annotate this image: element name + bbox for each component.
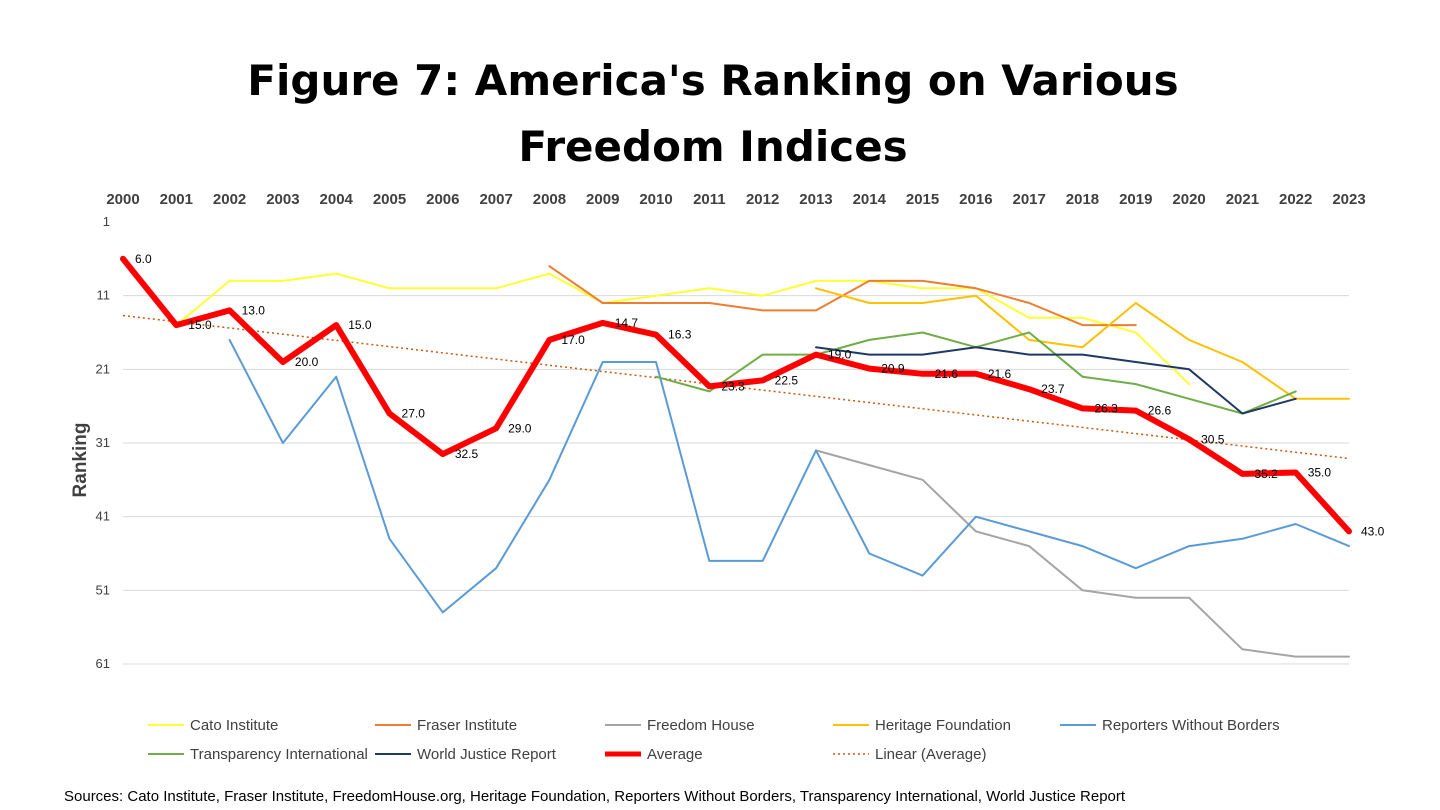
data-label-average: 26.3 [1094, 401, 1118, 415]
data-labels: 6.0 15.0 13.0 20.0 15.0 27.0 32.5 29.0 17.0 14.7 1… [135, 252, 1385, 539]
legend-label: Linear (Average) [875, 746, 986, 763]
data-label-average: 20.9 [881, 362, 905, 376]
x-tick-label: 2010 [639, 191, 672, 208]
legend-label: Heritage Foundation [875, 717, 1011, 734]
data-label-average: 23.7 [1041, 382, 1065, 396]
chart-title-line-2: Freedom Indices [518, 122, 908, 171]
y-axis-label: Ranking [70, 423, 91, 498]
data-label-average: 43.0 [1361, 524, 1385, 538]
data-label-average: 35.0 [1308, 465, 1332, 479]
x-tick-label: 2001 [160, 191, 193, 208]
x-tick-label: 2002 [213, 191, 246, 208]
data-label-average: 27.0 [402, 407, 426, 421]
y-tick-label: 1 [103, 214, 110, 229]
x-tick-label: 2011 [693, 191, 726, 208]
legend-label: Average [647, 746, 703, 763]
y-tick-label: 41 [96, 509, 110, 524]
x-tick-label: 2007 [479, 191, 512, 208]
data-label-average: 16.3 [668, 328, 692, 342]
series-line-average [120, 255, 1352, 535]
x-tick-label: 2005 [373, 191, 406, 208]
x-tick-label: 2023 [1332, 191, 1365, 208]
data-label-average: 15.0 [348, 318, 372, 332]
series-line-world-justice-report [815, 346, 1297, 415]
data-label-average: 32.5 [455, 447, 479, 461]
series-lines [120, 255, 1352, 658]
legend-label: World Justice Report [417, 746, 557, 763]
trendline-linear-average [122, 314, 1350, 460]
sources-note: Sources: Cato Institute, Fraser Institut… [64, 788, 1126, 805]
data-label-average: 35.2 [1254, 467, 1278, 481]
x-tick-label: 2006 [426, 191, 459, 208]
data-label-average: 22.5 [775, 373, 799, 387]
y-tick-label: 11 [97, 288, 111, 303]
x-tick-label: 2013 [799, 191, 832, 208]
data-label-average: 6.0 [135, 252, 152, 266]
x-tick-label: 2022 [1279, 191, 1312, 208]
x-tick-label: 2009 [586, 191, 619, 208]
x-tick-label: 2020 [1172, 191, 1205, 208]
data-label-average: 29.0 [508, 421, 532, 435]
data-label-average: 30.5 [1201, 432, 1225, 446]
x-tick-label: 2008 [533, 191, 566, 208]
x-tick-label: 2019 [1119, 191, 1152, 208]
x-tick-label: 2015 [906, 191, 939, 208]
data-label-average: 15.0 [188, 318, 212, 332]
data-label-average: 21.6 [988, 367, 1012, 381]
data-label-average: 14.7 [615, 316, 639, 330]
data-label-average: 17.0 [561, 333, 585, 347]
x-tick-label: 2016 [959, 191, 992, 208]
x-tick-label: 2000 [106, 191, 139, 208]
x-tick-label: 2017 [1012, 191, 1045, 208]
series-line-heritage-foundation [815, 287, 1350, 400]
y-tick-label: 51 [96, 582, 110, 597]
series-line-cato-institute [175, 272, 1191, 386]
y-tick-label: 61 [96, 656, 110, 671]
legend: Cato Institute Fraser Institute Freedom Ho… [148, 717, 1280, 763]
y-tick-label: 21 [96, 361, 110, 376]
legend-label: Reporters Without Borders [1102, 717, 1280, 734]
chart-title-line-1: Figure 7: America's Ranking on Various [247, 56, 1179, 105]
gridlines [123, 295, 1349, 665]
x-axis-ticks: 2000 2001 2002 2003 2004 2005 2006 2007 2008 2009… [106, 191, 1365, 208]
legend-label: Transparency International [190, 746, 368, 763]
x-tick-label: 2018 [1066, 191, 1099, 208]
data-label-average: 26.6 [1148, 404, 1172, 418]
data-label-average: 23.3 [721, 379, 745, 393]
series-line-reporters-without-borders [228, 338, 1350, 614]
series-line-freedom-house [815, 449, 1350, 658]
data-label-average: 21.6 [935, 367, 959, 381]
legend-label: Freedom House [647, 717, 755, 734]
legend-label: Cato Institute [190, 717, 278, 734]
x-tick-label: 2014 [853, 191, 887, 208]
y-tick-label: 31 [96, 435, 110, 450]
x-tick-label: 2012 [746, 191, 779, 208]
legend-label: Fraser Institute [417, 717, 517, 734]
x-tick-label: 2021 [1226, 191, 1259, 208]
data-label-average: 20.0 [295, 355, 319, 369]
x-tick-label: 2003 [266, 191, 299, 208]
x-tick-label: 2004 [320, 191, 354, 208]
data-label-average: 13.0 [242, 303, 266, 317]
data-label-average: 19.0 [828, 348, 852, 362]
line-chart: 2000 2001 2002 2003 2004 2005 2006 2007 2008 2009… [70, 191, 1385, 763]
trendline [122, 314, 1350, 460]
